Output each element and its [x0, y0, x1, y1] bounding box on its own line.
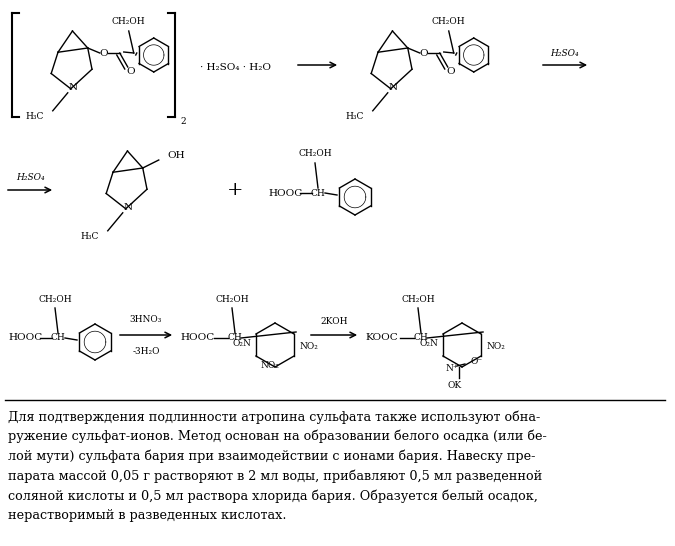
Text: NO₂: NO₂ [299, 342, 318, 351]
Text: CH: CH [310, 188, 325, 198]
Text: N: N [388, 84, 398, 92]
Text: O⁻: O⁻ [471, 358, 483, 366]
Text: O: O [446, 67, 455, 75]
Text: · H₂SO₄ · H₂O: · H₂SO₄ · H₂O [200, 62, 271, 72]
Text: +: + [227, 181, 243, 199]
Text: CH: CH [51, 334, 65, 342]
Text: H₃C: H₃C [80, 232, 99, 241]
Text: O₂N: O₂N [419, 339, 438, 348]
Text: OK: OK [448, 381, 462, 390]
Text: OH: OH [168, 151, 186, 161]
Text: N: N [68, 84, 78, 92]
Text: -3H₂O: -3H₂O [132, 347, 160, 357]
Text: N⁺: N⁺ [446, 364, 458, 373]
Text: NO₂: NO₂ [261, 361, 280, 370]
Text: O: O [419, 49, 428, 57]
Text: CH: CH [414, 334, 429, 342]
Text: HOOC: HOOC [8, 334, 43, 342]
Text: N: N [123, 203, 132, 212]
Text: H₂SO₄: H₂SO₄ [16, 173, 45, 181]
Text: CH₂OH: CH₂OH [432, 17, 466, 27]
Text: CH: CH [227, 334, 242, 342]
Text: KOOC: KOOC [365, 334, 398, 342]
Text: CH₂OH: CH₂OH [298, 150, 332, 158]
Text: Для подтверждения подлинности атропина сульфата также используют обна-
ружение с: Для подтверждения подлинности атропина с… [8, 410, 547, 521]
Text: CH₂OH: CH₂OH [401, 294, 435, 304]
Text: H₂SO₄: H₂SO₄ [549, 49, 578, 57]
Text: 2KOH: 2KOH [320, 318, 348, 327]
Text: HOOC: HOOC [268, 188, 302, 198]
Text: HOOC: HOOC [180, 334, 214, 342]
Text: 3HNO₃: 3HNO₃ [130, 316, 162, 324]
Text: CH₂OH: CH₂OH [215, 294, 249, 304]
Text: O: O [126, 67, 135, 75]
Text: O: O [99, 49, 108, 57]
Text: H₃C: H₃C [26, 112, 44, 121]
Text: CH₂OH: CH₂OH [112, 17, 146, 27]
Text: 2: 2 [180, 117, 186, 126]
Text: H₃C: H₃C [346, 112, 364, 121]
Text: O₂N: O₂N [232, 339, 251, 348]
Text: NO₂: NO₂ [486, 342, 505, 351]
Text: CH₂OH: CH₂OH [38, 294, 72, 304]
